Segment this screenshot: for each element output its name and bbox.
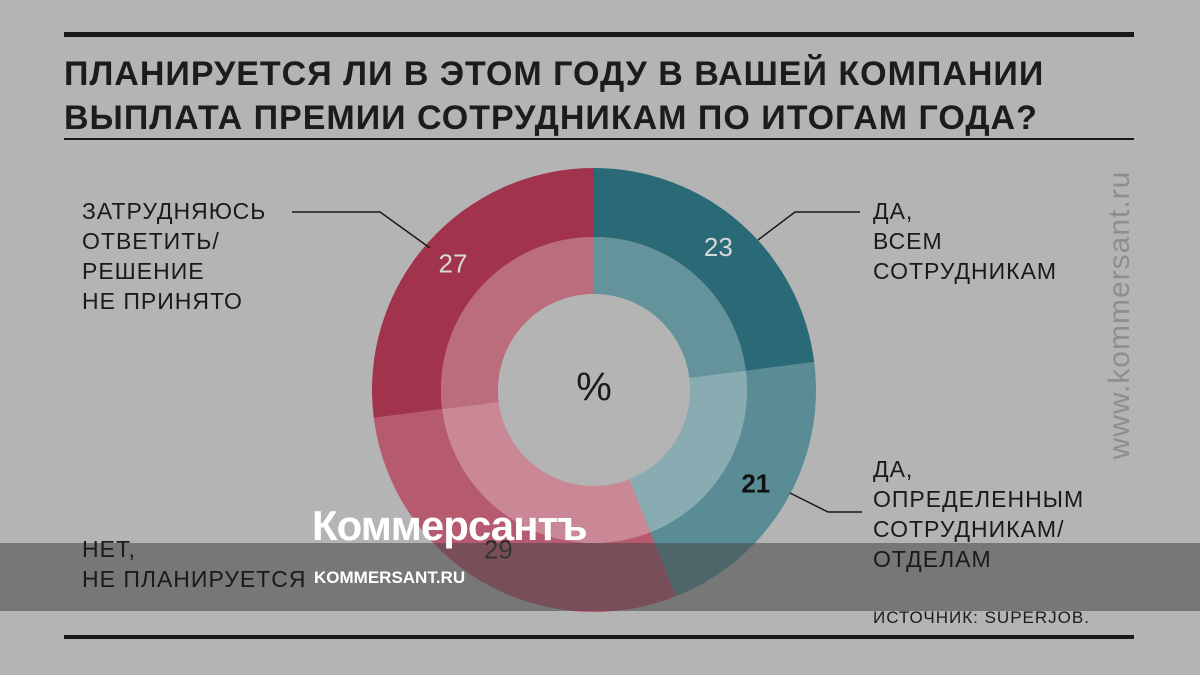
donut-slice-inner bbox=[441, 237, 594, 410]
donut-slice-inner bbox=[594, 237, 746, 378]
top-rule bbox=[64, 32, 1134, 37]
value-label: 27 bbox=[439, 249, 468, 279]
inner-highlight bbox=[441, 237, 594, 410]
donut-slice-inner bbox=[629, 370, 747, 533]
value-label: 21 bbox=[741, 469, 770, 499]
category-label: НЕТ, НЕ ПЛАНИРУЕТСЯ bbox=[82, 536, 307, 592]
category-label: ДА, ВСЕМ СОТРУДНИКАМ bbox=[873, 198, 1058, 284]
inner-highlight bbox=[442, 402, 651, 543]
donut-slice bbox=[372, 168, 594, 418]
watermark: www.kommersant.ru bbox=[1103, 170, 1136, 460]
watermark-banner bbox=[0, 543, 1200, 611]
donut-hole bbox=[498, 294, 690, 486]
inner-highlight bbox=[629, 370, 747, 533]
donut-slice bbox=[594, 168, 815, 371]
category-label: ДА, ОПРЕДЕЛЕННЫМ СОТРУДНИКАМ/ ОТДЕЛАМ bbox=[873, 456, 1085, 572]
center-label: % bbox=[576, 366, 612, 410]
leader-line bbox=[757, 211, 860, 241]
logo-url: KOMMERSANT.RU bbox=[314, 568, 466, 587]
source: ИСТОЧНИК: SUPERJOB. bbox=[873, 608, 1090, 627]
chart-title: ПЛАНИРУЕТСЯ ЛИ В ЭТОМ ГОДУ В ВАШЕЙ КОМПА… bbox=[64, 55, 1045, 137]
value-label: 23 bbox=[704, 232, 733, 262]
donut-slice bbox=[650, 362, 816, 597]
title-rule bbox=[64, 138, 1134, 140]
bottom-rule bbox=[64, 635, 1134, 639]
logo: Коммерсантъ bbox=[312, 502, 588, 549]
leader-line bbox=[789, 492, 862, 513]
donut-slice-inner bbox=[442, 402, 651, 543]
inner-highlight bbox=[594, 237, 746, 378]
category-label: ЗАТРУДНЯЮСЬ ОТВЕТИТЬ/ РЕШЕНИЕ НЕ ПРИНЯТО bbox=[82, 198, 267, 314]
leader-line bbox=[292, 211, 431, 249]
